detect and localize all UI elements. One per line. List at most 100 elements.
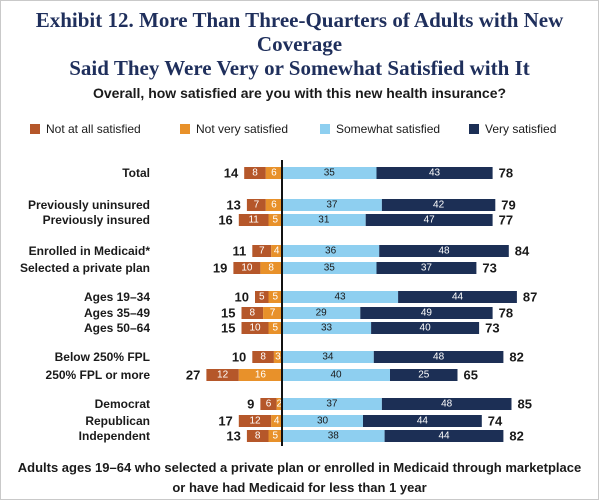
footnote-line-2: or have had Medicaid for less than 1 yea…: [172, 480, 427, 495]
row-label: Below 250% FPL: [55, 350, 150, 364]
total-dissatisfied-label: 13: [226, 429, 240, 444]
bar-very: [381, 398, 512, 410]
row-label: Selected a private plan: [20, 261, 150, 275]
bar-value-not_very: 5: [272, 215, 278, 226]
row-label: Ages 19–34: [84, 290, 150, 304]
bar-value-not_very: 4: [274, 416, 280, 427]
footnote-line-1: Adults ages 19–64 who selected a private…: [17, 460, 582, 475]
bar-very: [398, 291, 517, 303]
bar-value-somewhat: 35: [324, 168, 336, 179]
bar-value-very: 44: [438, 431, 450, 442]
bar-value-somewhat: 31: [318, 215, 330, 226]
row-label: Ages 50–64: [84, 321, 150, 335]
bar-value-not_at_all: 11: [248, 215, 259, 226]
legend-label-somewhat: Somewhat satisfied: [336, 122, 441, 136]
bar-not_very: [276, 398, 282, 410]
total-satisfied-label: 84: [515, 244, 530, 259]
bar-somewhat: [282, 245, 380, 257]
bar-very: [384, 430, 504, 442]
bar-not_very: [268, 214, 282, 226]
bar-somewhat: [282, 430, 385, 442]
bar-not_at_all: [252, 245, 272, 257]
title-line-1: Exhibit 12. More Than Three-Quarters of …: [35, 8, 564, 56]
bar-value-not_very: 5: [272, 431, 278, 442]
title-line-2: Said They Were Very or Somewhat Satisfie…: [69, 56, 530, 80]
bar-not_very: [268, 291, 282, 303]
bar-not_at_all: [241, 307, 264, 319]
bar-not_at_all: [255, 291, 269, 303]
bar-value-somewhat: 30: [317, 416, 329, 427]
row-label: 250% FPL or more: [46, 368, 151, 382]
bar-value-somewhat: 33: [321, 323, 333, 334]
bar-value-very: 42: [433, 200, 445, 211]
bar-somewhat: [282, 369, 390, 381]
bar-very: [373, 351, 504, 363]
survey-question: Overall, how satisfied are you with this…: [92, 85, 507, 101]
total-satisfied-label: 65: [464, 368, 478, 383]
bar-somewhat: [282, 415, 363, 427]
bar-not_at_all: [252, 351, 274, 363]
bar-value-very: 43: [429, 168, 441, 179]
bar-not_very: [265, 199, 282, 211]
total-satisfied-label: 82: [509, 429, 523, 444]
bar-value-very: 48: [433, 352, 445, 363]
bar-not_very: [263, 307, 282, 319]
bar-not_very: [268, 430, 282, 442]
bar-value-not_very: 3: [275, 352, 281, 363]
bar-value-very: 48: [438, 246, 450, 257]
bar-somewhat: [282, 398, 382, 410]
bar-somewhat: [282, 214, 366, 226]
bar-value-not_at_all: 10: [241, 263, 253, 274]
total-satisfied-label: 74: [488, 414, 503, 429]
bar-somewhat: [282, 351, 374, 363]
total-dissatisfied-label: 9: [247, 397, 254, 412]
chart-legend: Not at all satisfied Not very satisfied …: [0, 122, 599, 138]
row-label: Independent: [79, 429, 150, 443]
bar-value-somewhat: 40: [330, 370, 342, 381]
total-dissatisfied-label: 16: [218, 213, 232, 228]
bar-value-not_very: 5: [272, 292, 278, 303]
bar-somewhat: [282, 167, 377, 179]
bar-very: [365, 214, 493, 226]
bar-not_very: [273, 351, 282, 363]
legend-item-somewhat: Somewhat satisfied: [320, 122, 440, 136]
bar-value-very: 44: [417, 416, 429, 427]
bar-value-not_very: 6: [271, 200, 277, 211]
row-label: Previously uninsured: [28, 198, 150, 212]
row-label: Democrat: [95, 397, 150, 411]
total-satisfied-label: 77: [499, 213, 513, 228]
total-dissatisfied-label: 14: [224, 166, 239, 181]
total-satisfied-label: 82: [509, 350, 523, 365]
bar-not_very: [260, 262, 282, 274]
bar-not_very: [265, 167, 282, 179]
bar-value-very: 40: [420, 323, 432, 334]
legend-swatch-very: [469, 124, 479, 134]
bar-value-somewhat: 29: [316, 308, 328, 319]
bar-very: [376, 167, 493, 179]
bar-value-somewhat: 35: [324, 263, 336, 274]
bar-value-not_very: 4: [274, 246, 280, 257]
bar-very: [363, 415, 482, 427]
bar-not_at_all: [260, 398, 277, 410]
bar-not_very: [238, 369, 282, 381]
bar-not_very: [271, 245, 282, 257]
total-satisfied-label: 73: [485, 321, 499, 336]
row-label: Total: [122, 166, 150, 180]
bar-value-not_at_all: 8: [250, 308, 256, 319]
bar-not_at_all: [244, 167, 266, 179]
total-dissatisfied-label: 11: [233, 244, 247, 259]
total-satisfied-label: 78: [499, 306, 513, 321]
bar-value-very: 48: [441, 399, 453, 410]
legend-label-very: Very satisfied: [485, 122, 557, 136]
bar-very: [376, 262, 477, 274]
bar-value-very: 49: [421, 308, 433, 319]
total-satisfied-label: 73: [482, 261, 496, 276]
total-dissatisfied-label: 19: [213, 261, 227, 276]
bar-not_at_all: [238, 415, 272, 427]
total-satisfied-label: 78: [499, 166, 513, 181]
legend-item-very: Very satisfied: [469, 122, 556, 136]
bar-very: [360, 307, 493, 319]
bar-value-not_at_all: 12: [217, 370, 229, 381]
bar-value-somewhat: 37: [326, 399, 338, 410]
bar-value-not_at_all: 6: [266, 399, 272, 410]
